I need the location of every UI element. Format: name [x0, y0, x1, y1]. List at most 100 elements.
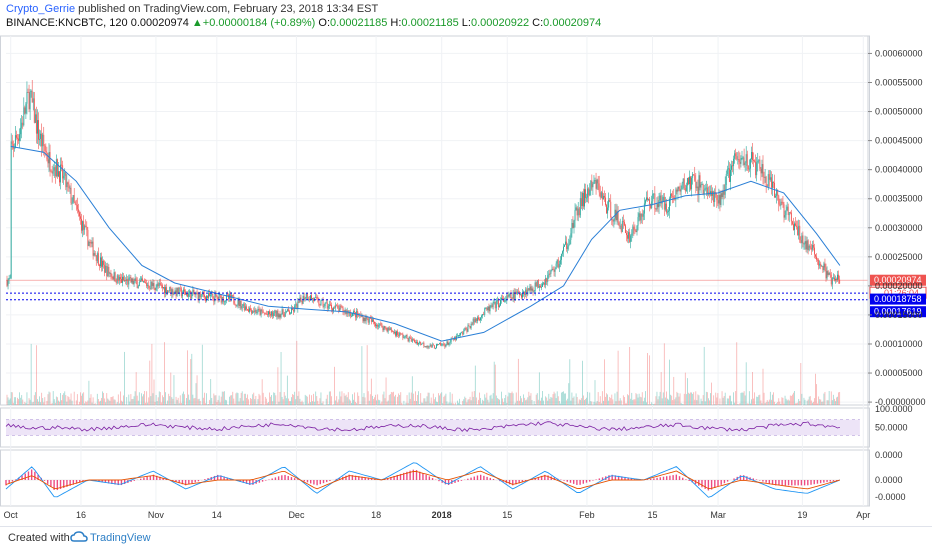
- volume-bar: [392, 392, 393, 405]
- volume-bar: [601, 403, 602, 405]
- macd-histogram-bar: [278, 476, 279, 480]
- candle-body: [311, 295, 312, 299]
- volume-bar: [692, 394, 693, 405]
- volume-bar: [670, 395, 671, 405]
- candle-body: [487, 307, 488, 310]
- volume-bar: [780, 404, 781, 405]
- volume-bar: [224, 391, 225, 405]
- candle-body: [243, 304, 244, 306]
- volume-bar: [559, 401, 560, 405]
- volume-bar: [574, 396, 575, 405]
- volume-bar: [476, 397, 477, 405]
- volume-bar: [632, 400, 633, 405]
- volume-bar: [97, 394, 98, 405]
- candle-body: [251, 310, 252, 314]
- candle-body: [581, 198, 582, 206]
- candle-body: [138, 286, 139, 288]
- volume-bar: [838, 392, 839, 405]
- candle-body: [699, 175, 700, 194]
- candle-body: [19, 134, 20, 141]
- candle-body: [482, 314, 483, 316]
- candle-body: [372, 319, 373, 321]
- volume-bar: [80, 392, 81, 405]
- candle-body: [385, 326, 386, 328]
- macd-histogram-bar: [807, 480, 808, 485]
- candle-body: [413, 339, 414, 340]
- volume-bar: [618, 351, 619, 405]
- candle-body: [450, 342, 451, 343]
- volume-bar: [395, 395, 396, 405]
- candle-body: [736, 156, 737, 159]
- candle-body: [544, 283, 545, 285]
- candle-body: [625, 225, 626, 233]
- candle-body: [113, 277, 114, 280]
- candle-body: [779, 204, 780, 205]
- volume-bar: [155, 402, 156, 405]
- candle-body: [260, 310, 261, 315]
- candle-body: [270, 314, 271, 315]
- volume-bar: [381, 402, 382, 405]
- volume-bar: [167, 401, 168, 405]
- candle-body: [9, 278, 10, 280]
- candle-body: [483, 314, 484, 315]
- volume-bar: [16, 404, 17, 405]
- volume-bar: [496, 396, 497, 405]
- volume-bar: [168, 394, 169, 405]
- volume-bar: [100, 401, 101, 405]
- candle-body: [705, 188, 706, 189]
- symbol-label[interactable]: BINANCE:KNCBTC, 120: [6, 17, 128, 29]
- volume-bar: [580, 400, 581, 405]
- volume-bar: [614, 404, 615, 405]
- volume-bar: [606, 393, 607, 405]
- candle-body: [457, 336, 458, 337]
- candle-body: [542, 284, 543, 287]
- volume-bar: [27, 392, 28, 405]
- volume-bar: [612, 399, 613, 405]
- volume-bar: [490, 396, 491, 405]
- author-link[interactable]: Crypto_Gerrie: [6, 3, 75, 15]
- macd-histogram-bar: [788, 480, 789, 485]
- volume-bar: [663, 392, 664, 405]
- macd-histogram-bar: [650, 479, 651, 480]
- candle-body: [586, 198, 587, 199]
- candle-body: [144, 281, 145, 282]
- volume-bar: [276, 404, 277, 405]
- candle-body: [668, 211, 669, 212]
- volume-bar: [708, 398, 709, 405]
- volume-bar: [729, 396, 730, 405]
- volume-bar: [212, 404, 213, 405]
- candle-body: [570, 233, 571, 240]
- candle-body: [790, 212, 791, 213]
- candle-body: [307, 294, 308, 300]
- price-axis-label: 0.00010000: [875, 339, 923, 349]
- volume-bar: [198, 399, 199, 405]
- volume-bar: [244, 394, 245, 405]
- candle-body: [432, 345, 433, 348]
- candle-body: [392, 331, 393, 332]
- candle-body: [334, 308, 335, 309]
- low-label: L:: [462, 17, 471, 29]
- candle-body: [685, 188, 686, 191]
- candle-body: [768, 174, 769, 187]
- candle-body: [474, 319, 475, 323]
- volume-bar: [150, 396, 151, 405]
- candle-body: [198, 294, 199, 300]
- candle-body: [654, 194, 655, 209]
- candle-body: [612, 220, 613, 221]
- volume-bar: [164, 342, 165, 405]
- candle-body: [738, 159, 739, 162]
- volume-bar: [511, 393, 512, 405]
- volume-bar: [474, 391, 475, 405]
- volume-bar: [358, 396, 359, 405]
- volume-bar: [81, 396, 82, 405]
- volume-bar: [404, 401, 405, 405]
- candle-body: [355, 312, 356, 317]
- tradingview-link[interactable]: TradingView: [90, 532, 151, 544]
- candle-body: [787, 207, 788, 210]
- volume-bar: [158, 397, 159, 405]
- volume-bar: [468, 400, 469, 405]
- volume-bar: [223, 392, 224, 405]
- candle-body: [395, 332, 396, 336]
- volume-bar: [721, 404, 722, 405]
